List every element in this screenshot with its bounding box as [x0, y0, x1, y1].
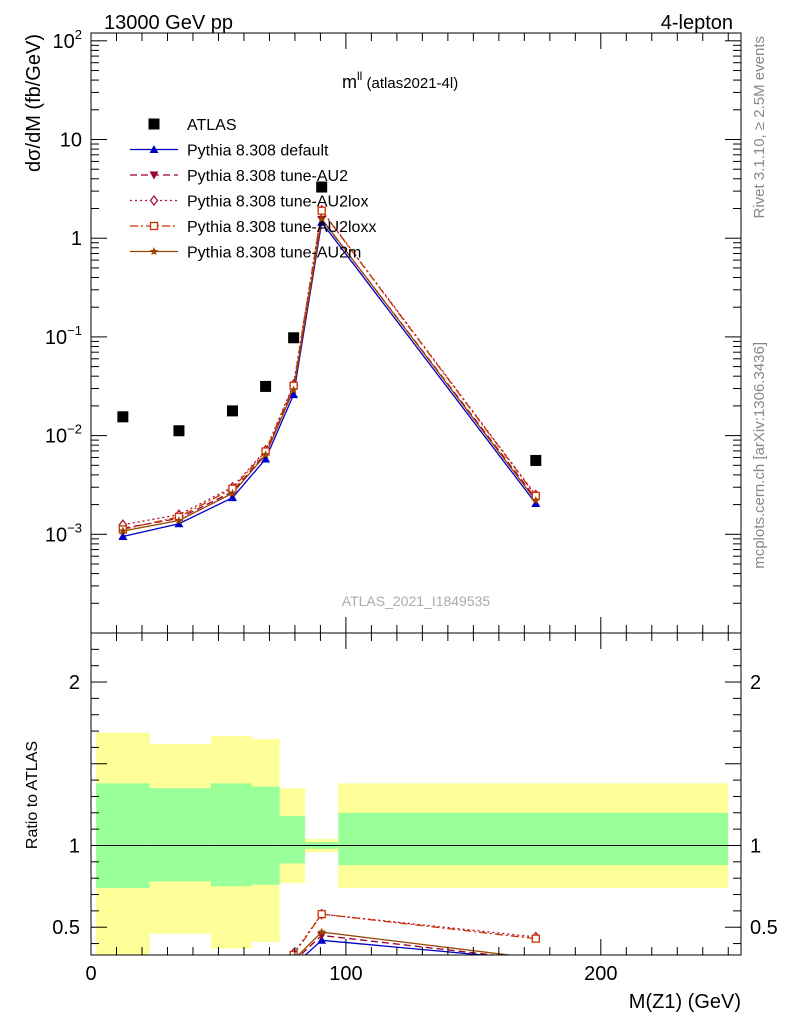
ratio-point-AU2loxx-1: [317, 909, 326, 919]
main-y-tick-label-1: 10−2: [45, 422, 82, 448]
ratio-y-tick-label-right-2: 2: [750, 672, 761, 694]
legend-label-AU2lox: Pythia 8.308 tune-AU2lox: [187, 194, 368, 211]
main-point-AU2m-2: [228, 488, 237, 497]
rivet-version-label: Rivet 3.1.10, ≥ 2.5M events: [751, 36, 768, 219]
main-line-AU2m: [122, 217, 537, 532]
tick-label-base: 10: [45, 524, 67, 546]
header-right: 4-lepton: [661, 12, 733, 34]
tick-label-base: 10: [45, 327, 67, 349]
tick-label-base: 1: [71, 228, 82, 250]
main-point-data-2: [226, 405, 238, 417]
main-y-tick-label-5: 102: [53, 27, 82, 53]
main-point-AU2m-1: [174, 516, 184, 525]
main-y-tick-label-2: 10−1: [45, 323, 82, 349]
ratio-point-AU2-2: [531, 956, 540, 964]
legend-label-data: ATLAS: [187, 117, 237, 134]
main-point-data-3: [260, 380, 272, 392]
ratio-point-AU2m-0: [289, 955, 298, 963]
ratio-point-AU2loxx-0: [289, 950, 298, 955]
ratio-point-default-0: [289, 961, 298, 969]
main-point-AU2m-0: [118, 526, 128, 535]
ratio-band-inner-bin-1: [149, 788, 211, 882]
ratio-axis-ticks: [90, 633, 741, 955]
main-point-data-5: [316, 181, 328, 193]
legend-marker-data: [148, 118, 160, 130]
main-point-default-0: [118, 532, 128, 541]
tick-label-exponent: −3: [67, 520, 82, 535]
ratio-plot-frame: [90, 632, 742, 956]
x-tick-label-1: 100: [329, 963, 362, 985]
main-point-AU2m-5: [317, 214, 326, 223]
ratio-band-inner-bin-6: [338, 812, 729, 866]
ratio-y-tick-label-left-1: 1: [69, 835, 80, 857]
x-tick-label-0: 0: [85, 963, 96, 985]
ratio-band-inner-bin-3: [251, 786, 280, 885]
x-tick-label-2: 200: [584, 963, 617, 985]
ratio-series-lines: [289, 908, 541, 969]
legend-label-AU2: Pythia 8.308 tune-AU2: [187, 168, 348, 185]
main-point-data-4: [288, 332, 300, 344]
tick-label-exponent: 2: [75, 27, 82, 42]
main-point-data-0: [117, 411, 129, 423]
ratio-point-AU2m-1: [317, 927, 326, 936]
main-point-default-1: [174, 519, 184, 528]
x-axis-label: M(Z1) (GeV): [629, 991, 741, 1013]
main-point-AU2m-4: [289, 385, 298, 394]
ratio-y-tick-label-left-2: 2: [69, 672, 80, 694]
plot-title-sup: ll: [357, 69, 362, 83]
tick-label-base: 10: [60, 130, 82, 152]
legend: ATLAS Pythia 8.308 default Pythia 8.308 tu…: [130, 117, 376, 262]
main-point-default-2: [227, 493, 237, 502]
ratio-point-AU2loxx-2: [531, 934, 540, 943]
main-line-default: [122, 220, 537, 538]
main-point-data-1: [173, 425, 185, 437]
main-point-AU2m-6: [531, 496, 541, 505]
plot-title-sub: (atlas2021-4l): [362, 75, 458, 92]
main-series-markers: [117, 181, 542, 541]
main-point-data-6: [530, 454, 542, 466]
main-point-default-4: [289, 390, 299, 399]
mcplots-reference-label: mcplots.cern.ch [arXiv:1306.3436]: [751, 342, 768, 569]
legend-label-AU2m: Pythia 8.308 tune-AU2m: [187, 245, 361, 262]
main-point-AU2m-3: [261, 450, 270, 459]
header-left: 13000 GeV pp: [104, 12, 233, 34]
main-point-AU2loxx-5: [317, 206, 326, 215]
plot-title: mll (atlas2021-4l): [342, 69, 458, 92]
tick-label-exponent: −2: [67, 422, 82, 437]
ratio-y-tick-label-left-0: 0.5: [52, 917, 80, 939]
main-axis-ticks: [90, 33, 741, 634]
legend-marker-AU2lox: [149, 194, 159, 207]
legend-marker-default: [149, 145, 159, 153]
main-line-AU2: [122, 217, 537, 529]
tick-label-base: 10: [45, 426, 67, 448]
main-point-default-3: [261, 454, 271, 463]
plot-title-main: m: [342, 72, 357, 92]
main-y-tick-label-3: 1: [71, 228, 82, 250]
ratio-point-AU2-0: [289, 958, 298, 966]
main-y-tick-label-4: 10: [60, 130, 82, 152]
ratio-uncertainty-bands: [91, 732, 741, 955]
legend-marker-AU2m: [149, 247, 159, 256]
ratio-band-inner-bin-0: [96, 783, 150, 888]
legend-label-default: Pythia 8.308 default: [187, 143, 329, 160]
ratio-y-axis-label: Ratio to ATLAS: [24, 741, 41, 849]
analysis-watermark: ATLAS_2021_I1849535: [342, 593, 491, 609]
ratio-y-tick-label-right-0: 0.5: [750, 917, 778, 939]
ratio-y-tick-label-right-1: 1: [750, 835, 761, 857]
ratio-point-default-2: [531, 955, 540, 963]
legend-label-AU2loxx: Pythia 8.308 tune-AU2loxx: [187, 219, 376, 236]
ratio-band-inner-bin-4: [279, 816, 306, 864]
main-y-tick-label-0: 10−3: [45, 520, 82, 546]
tick-label-exponent: −1: [67, 323, 82, 338]
tick-label-base: 10: [53, 31, 75, 53]
main-y-axis-label: dσ/dM (fb/GeV): [23, 34, 45, 172]
legend-marker-AU2loxx: [149, 221, 159, 231]
ratio-band-inner-bin-2: [210, 783, 252, 887]
legend-marker-AU2: [149, 171, 159, 180]
